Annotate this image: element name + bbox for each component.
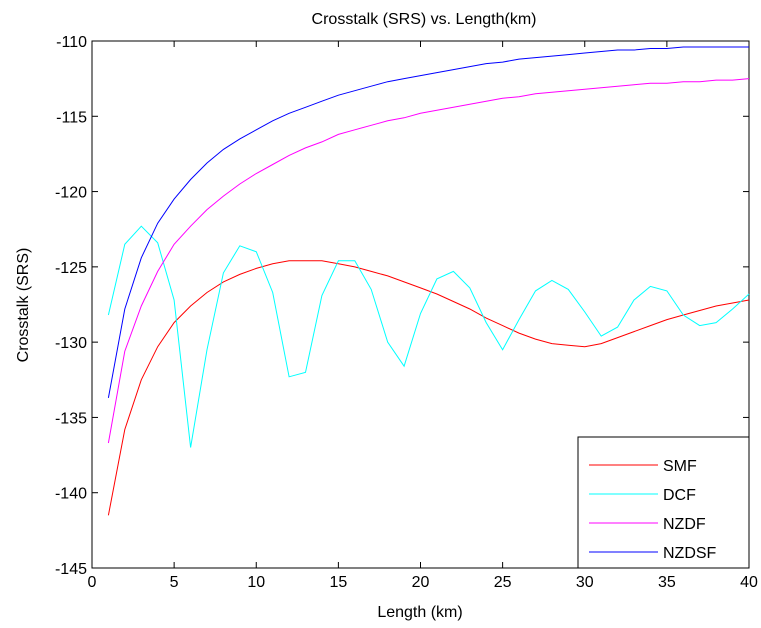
x-tick-label: 25 xyxy=(494,574,512,591)
x-tick-label: 0 xyxy=(88,574,97,591)
y-tick-label: -135 xyxy=(55,410,87,427)
legend-box xyxy=(577,436,750,569)
chart-title: Crosstalk (SRS) vs. Length(km) xyxy=(312,11,537,28)
series-lines xyxy=(107,46,750,516)
x-tick-label: 40 xyxy=(740,574,758,591)
series-line-nzdf xyxy=(107,78,750,444)
x-tick-label: 15 xyxy=(329,574,347,591)
y-tick-label: -140 xyxy=(55,486,87,503)
series-line-dcf xyxy=(107,225,750,448)
legend-label-smf: SMF xyxy=(663,458,697,475)
y-tick-label: -120 xyxy=(55,185,87,202)
legend: SMF DCF NZDF NZDSF xyxy=(577,436,750,569)
y-tick-label: -115 xyxy=(56,109,87,126)
y-tick-label: -130 xyxy=(55,335,87,352)
x-tick-label: 10 xyxy=(247,574,265,591)
y-tick-label: -145 xyxy=(55,561,87,578)
x-tick-label: 20 xyxy=(412,574,430,591)
x-axis-label: Length (km) xyxy=(377,604,462,621)
y-axis-label: Crosstalk (SRS) xyxy=(15,248,32,363)
series-line-smf xyxy=(107,260,750,516)
legend-label-nzdf: NZDF xyxy=(663,516,706,533)
x-tick-label: 5 xyxy=(170,574,179,591)
y-tick-label: -125 xyxy=(55,260,87,277)
series-line-nzdsf xyxy=(107,46,749,398)
y-axis: -110 -115 -120 -125 -130 -135 -140 -145 xyxy=(55,34,749,578)
x-tick-label: 35 xyxy=(658,574,676,591)
legend-label-dcf: DCF xyxy=(663,487,696,504)
y-tick-label: -110 xyxy=(56,34,87,51)
legend-label-nzdsf: NZDSF xyxy=(663,545,717,562)
x-axis: 0 5 10 15 20 25 30 35 40 xyxy=(88,41,758,591)
x-tick-label: 30 xyxy=(576,574,594,591)
